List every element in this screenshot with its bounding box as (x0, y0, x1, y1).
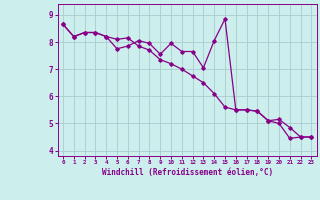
X-axis label: Windchill (Refroidissement éolien,°C): Windchill (Refroidissement éolien,°C) (102, 168, 273, 177)
